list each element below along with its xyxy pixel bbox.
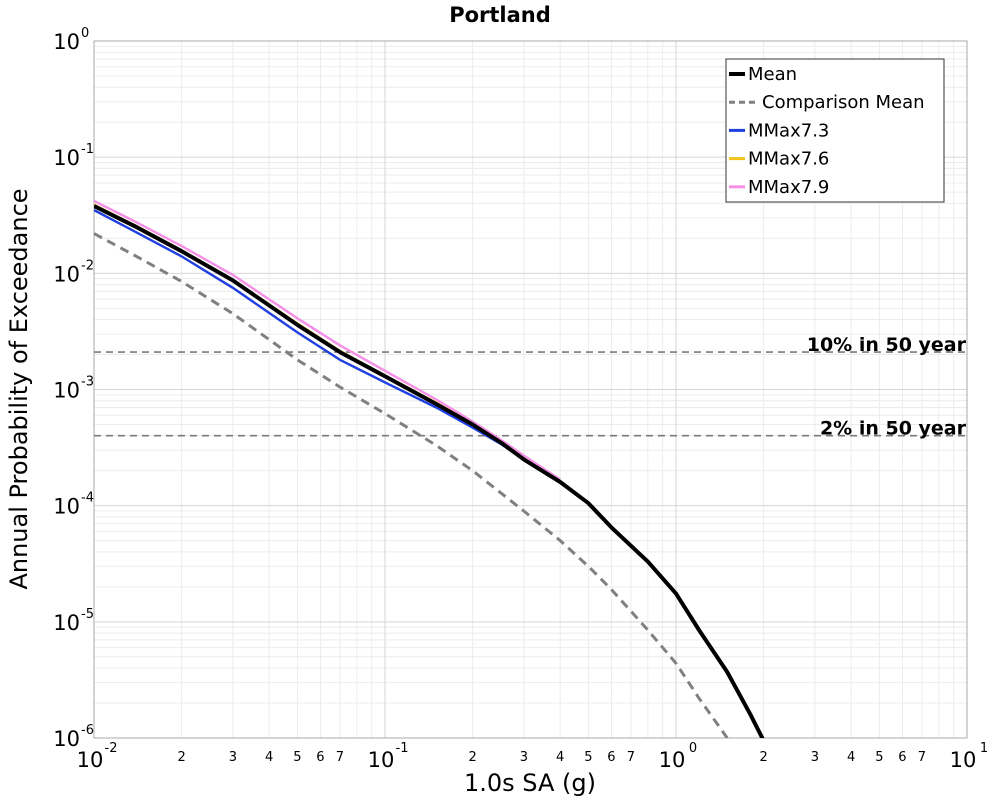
grid-lines — [93, 40, 968, 739]
plot-area — [93, 40, 968, 739]
x-minor-tick-label: 4 — [265, 750, 273, 765]
series-line-mmax7-9 — [94, 199, 561, 481]
y-tick-label: 10 — [53, 146, 80, 170]
y-tick-exponent: -1 — [81, 142, 94, 157]
x-minor-tick-label: 5 — [293, 750, 301, 765]
x-minor-tick-label: 3 — [229, 750, 237, 765]
y-tick-exponent: -3 — [81, 375, 94, 390]
x-minor-tick-label: 7 — [336, 750, 344, 765]
y-tick-label: 10 — [53, 379, 80, 403]
y-tick-exponent: 0 — [81, 26, 89, 41]
x-tick-exponent: 1 — [980, 741, 988, 756]
y-tick-exponent: -6 — [81, 723, 94, 738]
x-minor-tick-label: 2 — [177, 750, 185, 765]
reference-lines: 10% in 50 year 2% in 50 year — [94, 334, 967, 440]
x-tick-label: 10 — [77, 748, 104, 772]
x-minor-tick-label: 2 — [759, 750, 767, 765]
x-tick-label: 10 — [659, 748, 686, 772]
x-minor-tick-label: 2 — [468, 750, 476, 765]
x-minor-tick-label: 4 — [556, 750, 564, 765]
legend-entry-label: Mean — [748, 64, 797, 85]
x-minor-tick-label: 6 — [898, 750, 906, 765]
reference-line-label: 10% in 50 year — [807, 334, 967, 356]
x-minor-tick-label: 4 — [847, 750, 855, 765]
legend: Mean Comparison Mean MMax7.3 MMax7.6 MMax7.9 — [725, 58, 945, 203]
x-minor-tick-label: 3 — [811, 750, 819, 765]
x-axis-label: 1.0s SA (g) — [464, 769, 596, 797]
x-minor-tick-label: 7 — [918, 750, 926, 765]
y-tick-label: 10 — [53, 30, 80, 54]
reference-line-label: 2% in 50 year — [820, 418, 967, 440]
x-tick-exponent: -1 — [396, 741, 409, 756]
x-minor-tick-label: 3 — [520, 750, 528, 765]
data-series — [94, 199, 765, 738]
y-tick-exponent: -4 — [81, 491, 94, 506]
x-tick-exponent: 0 — [689, 741, 697, 756]
y-tick-exponent: -5 — [81, 607, 94, 622]
y-tick-label: 10 — [53, 611, 80, 635]
x-tick-label: 10 — [368, 748, 395, 772]
series-line-comparison-mean — [94, 232, 729, 738]
x-minor-tick-label: 7 — [627, 750, 635, 765]
y-tick-label: 10 — [53, 495, 80, 519]
legend-entry-label: Comparison Mean — [762, 92, 925, 113]
x-tick-exponent: -2 — [105, 741, 118, 756]
y-tick-exponent: -2 — [81, 258, 94, 273]
y-tick-label: 10 — [53, 727, 80, 751]
legend-entry-label: MMax7.6 — [748, 149, 829, 170]
x-tick-label: 10 — [950, 748, 977, 772]
x-minor-tick-label: 6 — [607, 750, 615, 765]
y-tick-label: 10 — [53, 262, 80, 286]
y-axis-label: Annual Probability of Exceedance — [5, 188, 33, 589]
legend-entry-label: MMax7.9 — [748, 177, 829, 198]
legend-box — [725, 58, 945, 203]
series-line-mean — [94, 204, 765, 738]
x-minor-tick-label: 5 — [875, 750, 883, 765]
x-minor-tick-label: 6 — [316, 750, 324, 765]
chart-title: Portland — [449, 3, 551, 27]
legend-entry-label: MMax7.3 — [748, 120, 829, 141]
x-minor-tick-label: 5 — [584, 750, 592, 765]
x-axis-ticks: 10 -2 10 -1 10 0 10 12 3 4 5 6 7 2 3 4 5 6 7 2 3 4 5 6 7 — [77, 741, 989, 772]
